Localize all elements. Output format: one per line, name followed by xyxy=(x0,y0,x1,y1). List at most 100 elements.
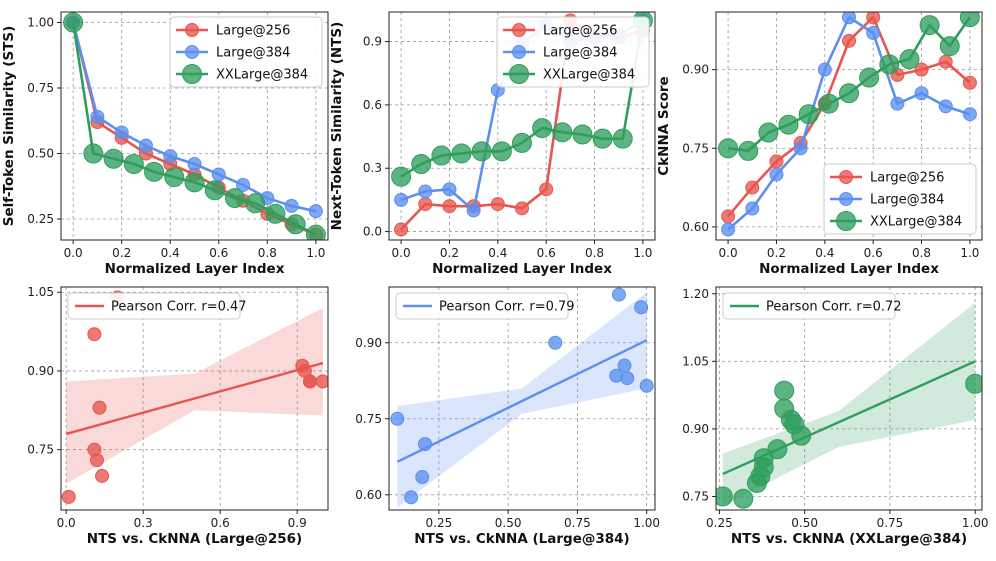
chart-panel-5: 0.25 0.50 0.75 1.00 0.60 0.75 0.90 NTS vs. CkNN… xyxy=(355,286,660,547)
data-point-Large@384 xyxy=(793,141,808,156)
data-point-XXLarge@384 xyxy=(144,161,165,182)
data-point-Large@384 xyxy=(769,167,784,182)
y-tick-label: 1.20 xyxy=(682,287,709,301)
data-point-XXLarge@384 xyxy=(103,148,124,169)
plot-area xyxy=(718,12,980,237)
regression-line xyxy=(722,360,976,476)
data-point-Large@256 xyxy=(962,75,977,90)
x-axis-label: NTS vs. CkNNA (Large@384) xyxy=(414,531,629,547)
data-point-XXLarge@384 xyxy=(552,122,573,143)
data-point-XXLarge@384 xyxy=(491,141,512,162)
data-point-Large@384 xyxy=(866,25,881,40)
data-point-Large@384 xyxy=(163,149,178,164)
legend-entry-Large@384: Large@384 xyxy=(870,193,944,208)
chart-panel-4: 0.0 0.3 0.6 0.9 0.75 0.90 1.05 NTS vs. CkNNA (L… xyxy=(27,285,329,547)
data-point-XXLarge@384 xyxy=(738,140,759,161)
y-tick-label: 0.60 xyxy=(355,488,382,502)
x-axis-label: Normalized Layer Index xyxy=(432,261,612,277)
x-tick-label: 0.0 xyxy=(392,246,411,260)
plot-area xyxy=(716,302,982,509)
data-point-XXLarge@384 xyxy=(612,128,633,149)
data-point-Large@384 xyxy=(284,198,299,213)
data-point-Large@384 xyxy=(938,99,953,114)
y-tick-label: 0.90 xyxy=(27,364,54,378)
data-point-Large@384 xyxy=(745,201,760,216)
data-point-XXLarge@384 xyxy=(778,114,799,135)
axes-frame xyxy=(388,11,656,241)
legend-swatch-marker xyxy=(512,45,526,59)
plot-area xyxy=(63,12,326,240)
legend-entry-Large@384: Large@384 xyxy=(543,46,617,61)
y-axis-label: CkNNA Score xyxy=(656,76,672,175)
data-point-XXLarge@384 xyxy=(265,203,286,224)
data-point-Large@384 xyxy=(114,125,129,140)
plot-area xyxy=(61,290,328,504)
legend-swatch-marker xyxy=(182,64,202,84)
y-tick-label: 0.9 xyxy=(363,35,382,49)
legend-swatch-marker xyxy=(836,211,856,231)
data-point-XXLarge@384 xyxy=(718,138,739,159)
x-tick-label: 1.00 xyxy=(962,516,989,530)
y-tick-label: 0.3 xyxy=(363,161,382,175)
legend: Large@256 Large@384 XXLarge@384 xyxy=(496,16,650,88)
scatter-point xyxy=(548,335,563,350)
y-tick-label: 0.50 xyxy=(27,147,54,161)
data-point-XXLarge@384 xyxy=(123,154,144,174)
data-point-XXLarge@384 xyxy=(431,145,452,166)
legend-box xyxy=(496,16,650,88)
data-point-Large@256 xyxy=(745,180,760,195)
data-point-Large@256 xyxy=(938,54,953,69)
legend-entry-XXLarge@384: XXLarge@384 xyxy=(216,68,308,83)
legend-entry-Large@256: Large@256 xyxy=(870,171,944,186)
x-tick-label: 0.4 xyxy=(488,246,507,260)
y-tick-label: 0.90 xyxy=(355,336,382,350)
scatter-point xyxy=(89,453,104,468)
data-point-XXLarge@384 xyxy=(859,67,880,88)
data-point-XXLarge@384 xyxy=(879,54,900,75)
data-point-Large@384 xyxy=(236,177,251,192)
y-tick-label: 0.6 xyxy=(363,98,382,112)
axes-frame xyxy=(715,286,983,511)
scatter-point xyxy=(611,287,626,302)
data-point-Large@256 xyxy=(515,201,529,216)
x-tick-label: 0.50 xyxy=(495,516,522,530)
data-point-Large@384 xyxy=(90,109,105,124)
data-point-Large@256 xyxy=(842,33,856,48)
data-point-Large@256 xyxy=(866,12,881,25)
data-point-Large@384 xyxy=(962,107,977,122)
y-tick-label: 1.00 xyxy=(27,15,54,29)
data-point-XXLarge@384 xyxy=(592,128,613,149)
data-point-XXLarge@384 xyxy=(919,15,940,36)
x-tick-label: 0.50 xyxy=(791,516,818,530)
y-tick-label: 0.75 xyxy=(682,141,709,155)
axes-frame xyxy=(715,11,983,241)
legend-entry-Large@256: Large@256 xyxy=(543,24,617,39)
data-point-XXLarge@384 xyxy=(939,36,960,57)
data-point-XXLarge@384 xyxy=(204,180,225,201)
x-tick-label: 0.2 xyxy=(767,246,786,260)
y-tick-label: 0.25 xyxy=(27,212,54,226)
data-point-Large@384 xyxy=(418,184,433,199)
x-tick-label: 0.4 xyxy=(161,246,180,260)
x-tick-label: 0.6 xyxy=(209,246,228,260)
data-point-XXLarge@384 xyxy=(839,83,859,104)
scatter-point xyxy=(390,411,405,426)
legend-entry: Pearson Corr. r=0.72 xyxy=(766,300,902,315)
data-point-XXLarge@384 xyxy=(572,124,593,145)
x-tick-label: 1.0 xyxy=(960,246,979,260)
data-point-XXLarge@384 xyxy=(391,166,412,187)
scatter-point xyxy=(303,374,318,389)
legend-entry-Large@256: Large@256 xyxy=(216,24,290,39)
data-point-Large@256 xyxy=(721,209,736,224)
data-point-Large@256 xyxy=(914,62,929,77)
data-point-XXLarge@384 xyxy=(532,118,553,139)
x-tick-label: 1.0 xyxy=(306,246,325,260)
x-tick-label: 0.0 xyxy=(719,246,738,260)
data-point-Large@384 xyxy=(817,62,832,77)
data-point-Large@256 xyxy=(769,154,784,169)
scatter-point xyxy=(634,300,649,315)
legend-entry-XXLarge@384: XXLarge@384 xyxy=(870,215,962,230)
data-point-Large@256 xyxy=(490,197,505,212)
x-axis-label: Normalized Layer Index xyxy=(105,261,285,277)
